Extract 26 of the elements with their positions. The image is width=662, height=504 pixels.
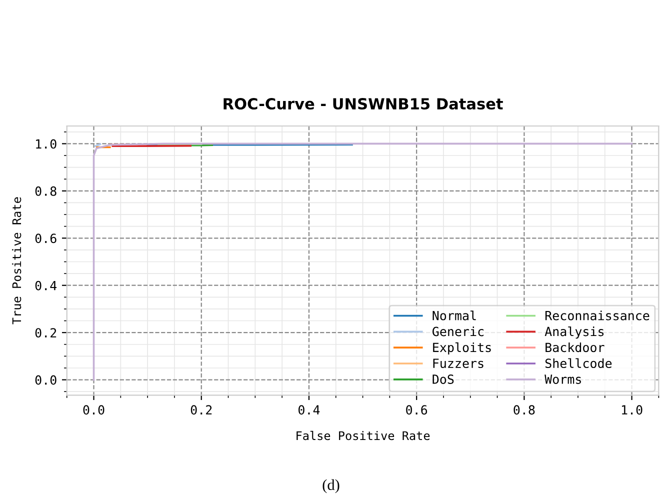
y-tick-label: 0.8: [35, 186, 56, 196]
x-tick-label: 0.8: [514, 405, 535, 415]
x-tick-label: 0.0: [83, 405, 104, 415]
legend-label: Shellcode: [545, 358, 612, 368]
y-tick-label: 0.0: [35, 375, 56, 385]
y-axis-title: True Positive Rate: [12, 197, 22, 324]
legend-label: Generic: [432, 326, 484, 336]
legend-label: Worms: [544, 374, 581, 384]
x-axis-title: False Positive Rate: [296, 430, 430, 440]
x-tick-label: 0.6: [406, 405, 428, 415]
y-tick-label: 0.6: [35, 234, 56, 244]
chart-title: ROC-Curve - UNSWNB15 Dataset: [224, 98, 503, 110]
legend-label: Normal: [432, 310, 476, 320]
legend-label: Exploits: [433, 342, 491, 355]
legend-label: DoS: [432, 374, 454, 384]
x-tick-label: 0.2: [190, 405, 212, 415]
legend-label: Analysis: [544, 326, 604, 339]
legend-label: Fuzzers: [433, 358, 484, 368]
y-tick-label: 1.0: [36, 139, 56, 149]
y-tick-label: 0.2: [35, 328, 56, 338]
legend-label: Reconnaissance: [545, 310, 650, 320]
legend-label: Backdoor: [546, 342, 604, 352]
x-tick-label: 0.4: [298, 405, 320, 415]
x-tick-label: 1.0: [622, 405, 642, 415]
text: (d): [322, 479, 340, 494]
y-tick-label: 0.4: [35, 280, 57, 290]
